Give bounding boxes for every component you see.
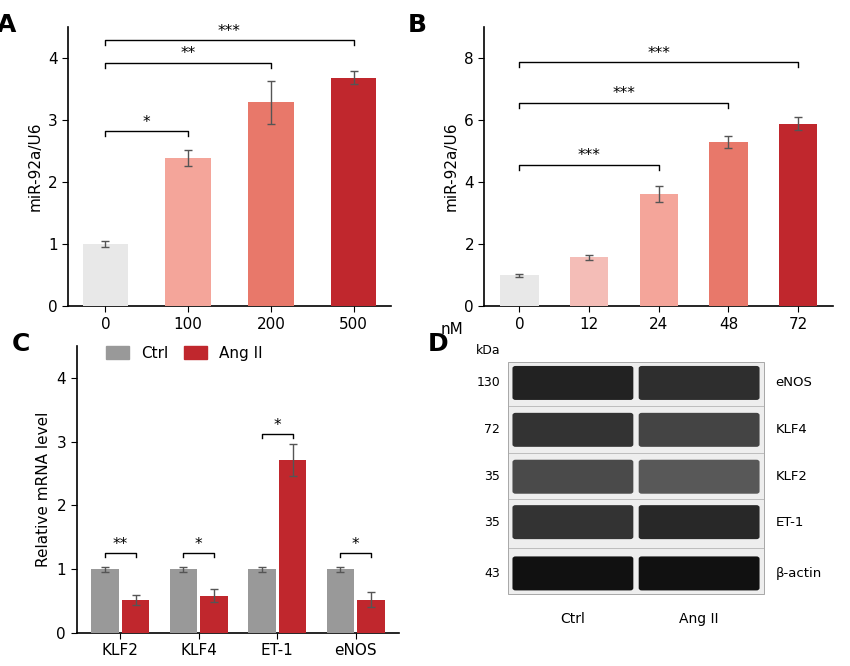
Text: kDa: kDa	[476, 344, 500, 356]
FancyBboxPatch shape	[638, 505, 760, 539]
Bar	[248, 103, 293, 306]
Text: *: *	[195, 537, 202, 552]
Text: D: D	[428, 332, 448, 356]
FancyBboxPatch shape	[513, 413, 633, 447]
Bar	[82, 244, 128, 306]
Text: 72: 72	[484, 424, 500, 436]
Bar	[779, 124, 817, 306]
Text: *: *	[274, 418, 281, 433]
Text: A: A	[0, 13, 16, 37]
Text: B: B	[408, 13, 427, 37]
Text: Ctrl: Ctrl	[560, 611, 586, 625]
Bar	[201, 596, 228, 633]
Y-axis label: miR-92a/U6: miR-92a/U6	[444, 122, 459, 211]
Text: KLF4: KLF4	[775, 424, 808, 436]
Bar	[248, 569, 275, 633]
Bar	[326, 569, 354, 633]
Text: ***: ***	[218, 24, 241, 39]
Text: ***: ***	[578, 149, 601, 163]
Y-axis label: miR-92a/U6: miR-92a/U6	[27, 122, 42, 211]
Bar	[166, 159, 211, 306]
Text: *: *	[352, 537, 360, 552]
Y-axis label: Relative mRNA level: Relative mRNA level	[36, 412, 51, 567]
Text: **: **	[180, 46, 196, 61]
Text: eNOS: eNOS	[775, 376, 813, 390]
Bar	[570, 257, 609, 306]
Text: 43: 43	[484, 567, 500, 580]
Bar	[122, 599, 150, 633]
Text: Ang II: Ang II	[679, 611, 719, 625]
Bar	[91, 569, 119, 633]
Text: KLF2: KLF2	[775, 470, 808, 484]
Bar	[639, 194, 678, 306]
FancyBboxPatch shape	[513, 556, 633, 591]
Text: **: **	[112, 537, 128, 552]
Bar	[170, 569, 197, 633]
FancyBboxPatch shape	[638, 460, 760, 494]
Legend: Ctrl, Ang II: Ctrl, Ang II	[100, 340, 269, 367]
Text: *: *	[143, 115, 150, 130]
Text: 130: 130	[477, 376, 500, 390]
Bar	[279, 460, 306, 633]
FancyBboxPatch shape	[507, 362, 764, 594]
Text: 35: 35	[484, 515, 500, 529]
FancyBboxPatch shape	[638, 366, 760, 400]
Text: nM: nM	[440, 322, 463, 337]
FancyBboxPatch shape	[638, 556, 760, 591]
Bar	[357, 599, 385, 633]
Bar	[709, 143, 747, 306]
Text: C: C	[12, 332, 31, 356]
FancyBboxPatch shape	[513, 460, 633, 494]
Bar	[501, 275, 539, 306]
Text: ***: ***	[648, 46, 670, 61]
Text: ET-1: ET-1	[775, 515, 804, 529]
Text: ***: ***	[613, 87, 635, 101]
Text: β-actin: β-actin	[775, 567, 822, 580]
Bar	[331, 78, 377, 306]
FancyBboxPatch shape	[638, 413, 760, 447]
FancyBboxPatch shape	[513, 505, 633, 539]
FancyBboxPatch shape	[513, 366, 633, 400]
Text: 35: 35	[484, 470, 500, 484]
